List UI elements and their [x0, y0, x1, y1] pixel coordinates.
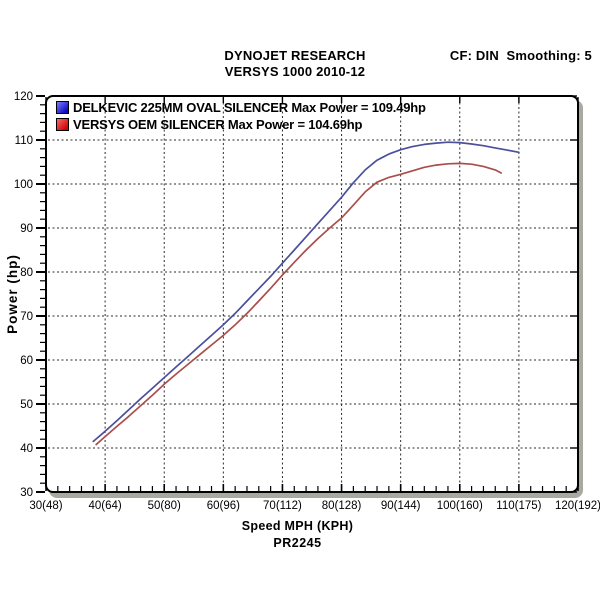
y-tick-label: 120: [14, 91, 33, 103]
y-tick-label: 70: [20, 311, 33, 323]
x-tick-label: 60(96): [207, 500, 240, 512]
y-tick-label: 80: [20, 267, 33, 279]
y-tick-label: 110: [15, 135, 33, 147]
y-tick-label: 50: [20, 399, 33, 411]
delkevic-series-swatch-icon: [56, 101, 69, 114]
y-tick-label: 100: [14, 179, 33, 191]
chart-title: DYNOJET RESEARCH: [224, 48, 366, 63]
x-tick-label: 90(144): [381, 500, 421, 512]
x-tick-label: 70(112): [263, 500, 302, 512]
y-tick-label: 90: [20, 223, 33, 235]
x-tick-label: 80(128): [322, 500, 362, 512]
correction-smoothing-label: CF: DIN Smoothing: 5: [449, 48, 592, 63]
x-tick-label: 30(48): [29, 500, 62, 512]
chart-subtitle: VERSYS 1000 2010-12: [224, 64, 366, 79]
legend: DELKEVIC 225MM OVAL SILENCER Max Power =…: [56, 99, 426, 133]
axis-ticks: [36, 95, 579, 493]
x-tick-label: 50(80): [148, 500, 181, 512]
legend-label-oem: VERSYS OEM SILENCER Max Power = 104.69hp: [73, 117, 363, 132]
plot-frame: [45, 95, 579, 493]
oem-series-swatch-icon: [56, 118, 69, 131]
y-axis-title: Power (hp): [5, 254, 20, 334]
y-tick-label: 60: [20, 355, 33, 367]
oem-power-curve: [95, 162, 503, 446]
y-tick-label: 30: [20, 487, 33, 499]
x-tick-label: 120(192): [555, 500, 600, 512]
delkevic-power-curve: [92, 141, 520, 443]
legend-item-delkevic: DELKEVIC 225MM OVAL SILENCER Max Power =…: [56, 99, 426, 116]
x-tick-label: 40(64): [88, 500, 121, 512]
x-tick-label: 100(160): [437, 500, 483, 512]
legend-label-delkevic: DELKEVIC 225MM OVAL SILENCER Max Power =…: [73, 100, 426, 115]
x-tick-label: 110(175): [496, 500, 541, 512]
legend-item-oem: VERSYS OEM SILENCER Max Power = 104.69hp: [56, 116, 426, 133]
y-tick-label: 40: [20, 443, 33, 455]
x-axis-title: Speed MPH (KPH): [241, 519, 354, 533]
run-id: PR2245: [273, 536, 322, 550]
